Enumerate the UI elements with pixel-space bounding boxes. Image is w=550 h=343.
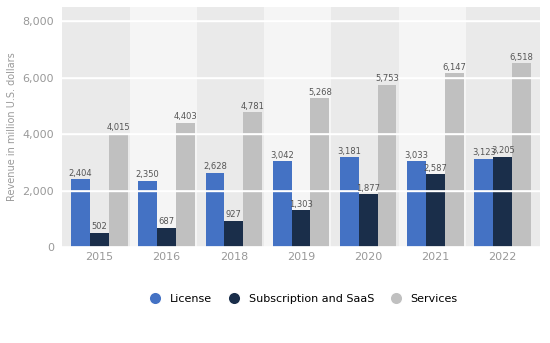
Text: 4,403: 4,403 xyxy=(173,112,197,121)
Text: 4,781: 4,781 xyxy=(241,102,265,110)
Text: 2,404: 2,404 xyxy=(69,169,92,178)
Bar xyxy=(310,98,329,247)
Bar xyxy=(62,7,136,247)
Bar xyxy=(71,179,90,247)
Text: 3,205: 3,205 xyxy=(491,146,515,155)
Text: 502: 502 xyxy=(91,223,107,232)
Bar xyxy=(109,134,128,247)
Text: 3,042: 3,042 xyxy=(270,151,294,160)
Text: 927: 927 xyxy=(226,211,242,220)
Bar xyxy=(475,159,493,247)
Bar xyxy=(512,63,531,247)
Text: 3,123: 3,123 xyxy=(472,149,496,157)
Bar xyxy=(243,112,262,247)
Y-axis label: Revenue in million U.S. dollars: Revenue in million U.S. dollars xyxy=(7,52,17,201)
Text: 4,015: 4,015 xyxy=(106,123,130,132)
Bar xyxy=(206,173,224,247)
Bar xyxy=(426,174,445,247)
Text: 2,350: 2,350 xyxy=(136,170,160,179)
Bar xyxy=(138,181,157,247)
Bar xyxy=(359,194,378,247)
Text: 1,877: 1,877 xyxy=(356,184,380,193)
Bar xyxy=(197,7,271,247)
Bar xyxy=(407,162,426,247)
Bar xyxy=(466,7,540,247)
Bar xyxy=(273,161,292,247)
Bar xyxy=(378,85,397,247)
Text: 3,033: 3,033 xyxy=(405,151,428,160)
Bar xyxy=(340,157,359,247)
Bar xyxy=(445,73,464,247)
Text: 3,181: 3,181 xyxy=(338,147,361,156)
Text: 5,753: 5,753 xyxy=(375,74,399,83)
Text: 5,268: 5,268 xyxy=(308,88,332,97)
Legend: License, Subscription and SaaS, Services: License, Subscription and SaaS, Services xyxy=(140,290,462,309)
Text: 6,147: 6,147 xyxy=(442,63,466,72)
Text: 1,303: 1,303 xyxy=(289,200,313,209)
Bar xyxy=(90,233,109,247)
Bar xyxy=(493,156,512,247)
Bar xyxy=(130,7,204,247)
Text: 2,628: 2,628 xyxy=(203,163,227,172)
Bar xyxy=(331,7,405,247)
Bar xyxy=(157,228,176,247)
Text: 2,587: 2,587 xyxy=(424,164,447,173)
Bar xyxy=(176,123,195,247)
Text: 687: 687 xyxy=(158,217,174,226)
Bar xyxy=(264,7,338,247)
Bar xyxy=(224,221,243,247)
Bar xyxy=(399,7,472,247)
Bar xyxy=(292,210,310,247)
Text: 6,518: 6,518 xyxy=(510,52,534,61)
